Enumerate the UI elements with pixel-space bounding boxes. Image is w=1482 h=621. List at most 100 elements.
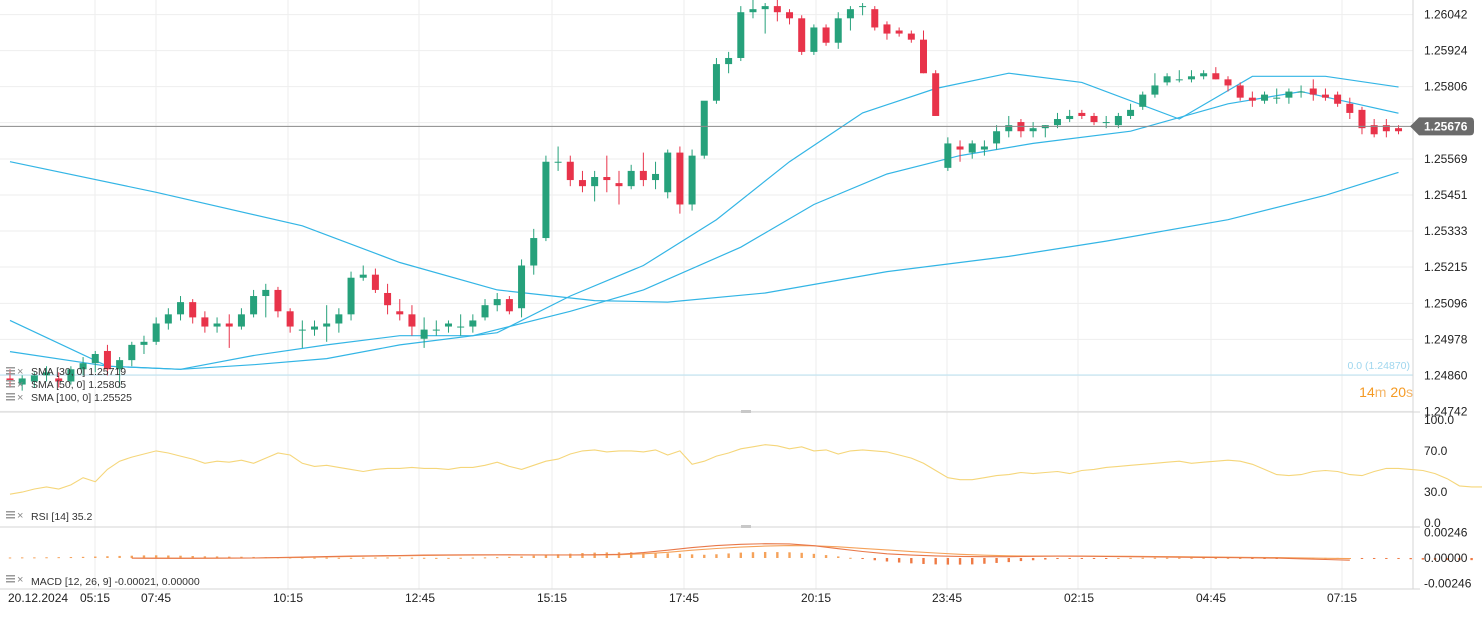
candle[interactable]: [286, 308, 294, 333]
candle[interactable]: [469, 314, 477, 333]
candle[interactable]: [1236, 82, 1244, 101]
candle[interactable]: [55, 372, 63, 388]
candle[interactable]: [798, 15, 806, 55]
candle[interactable]: [1248, 91, 1256, 107]
candle[interactable]: [773, 0, 781, 22]
candle[interactable]: [907, 30, 915, 43]
candle[interactable]: [1139, 91, 1147, 110]
candle[interactable]: [676, 146, 684, 214]
candle[interactable]: [1212, 67, 1220, 80]
candle[interactable]: [103, 344, 111, 376]
candle[interactable]: [1029, 122, 1037, 138]
candle[interactable]: [359, 265, 367, 281]
candle[interactable]: [1127, 103, 1135, 120]
candle[interactable]: [1370, 119, 1378, 138]
candle[interactable]: [6, 369, 14, 388]
drag-handle-icon[interactable]: [6, 380, 15, 388]
candle[interactable]: [944, 137, 952, 171]
candle[interactable]: [67, 366, 75, 385]
candle[interactable]: [1346, 97, 1354, 120]
candle[interactable]: [761, 3, 769, 34]
candle[interactable]: [298, 320, 306, 348]
candle[interactable]: [1297, 85, 1305, 98]
candle[interactable]: [920, 30, 927, 74]
candle[interactable]: [1224, 76, 1232, 92]
candle[interactable]: [18, 375, 26, 391]
candle[interactable]: [810, 24, 818, 55]
candle[interactable]: [1334, 91, 1342, 107]
rsi-legend[interactable]: × RSI [14] 35.2: [6, 510, 92, 523]
candle[interactable]: [335, 308, 343, 333]
candle[interactable]: [152, 317, 160, 345]
drag-handle-icon[interactable]: [6, 393, 15, 401]
candle[interactable]: [932, 70, 940, 116]
legend-row-sma-50[interactable]: × SMA [50, 0] 1.25805: [6, 379, 126, 391]
candle[interactable]: [420, 317, 428, 348]
candle[interactable]: [725, 51, 733, 74]
candle[interactable]: [554, 146, 562, 171]
candle[interactable]: [566, 155, 574, 187]
close-icon[interactable]: ×: [17, 574, 23, 586]
candle[interactable]: [213, 317, 221, 333]
candle[interactable]: [1273, 88, 1281, 104]
candle[interactable]: [883, 21, 891, 40]
candle[interactable]: [518, 259, 526, 318]
candle[interactable]: [664, 149, 672, 199]
candle[interactable]: [1358, 106, 1366, 135]
candle[interactable]: [164, 308, 172, 330]
candle[interactable]: [1090, 112, 1098, 126]
candle[interactable]: [79, 357, 87, 376]
candle[interactable]: [542, 155, 550, 242]
candle[interactable]: [1175, 70, 1183, 83]
candle[interactable]: [347, 271, 355, 321]
candle[interactable]: [30, 372, 38, 388]
candle[interactable]: [262, 283, 270, 318]
candle[interactable]: [43, 366, 51, 382]
candle[interactable]: [700, 100, 708, 159]
rsi-pane[interactable]: [9, 444, 1482, 495]
close-icon[interactable]: ×: [17, 392, 23, 404]
candle[interactable]: [128, 341, 136, 367]
candle[interactable]: [1114, 112, 1122, 129]
price-axis[interactable]: 1.260421.259241.258061.256881.255691.254…: [1424, 8, 1468, 419]
candle[interactable]: [493, 292, 501, 312]
candle[interactable]: [1261, 91, 1269, 104]
candle[interactable]: [384, 283, 392, 315]
candle[interactable]: [688, 149, 696, 211]
sma-legend[interactable]: × SMA [30, 0] 1.25719 × SMA [50, 0] 1.25…: [6, 366, 132, 404]
macd-pane[interactable]: [8, 543, 1473, 565]
close-icon[interactable]: ×: [17, 379, 23, 391]
candle[interactable]: [749, 0, 757, 19]
candlesticks[interactable]: [6, 0, 1403, 391]
candle[interactable]: [1078, 109, 1086, 120]
candle[interactable]: [834, 12, 842, 49]
candle[interactable]: [323, 305, 331, 342]
macd-legend[interactable]: × MACD [12, 26, 9] -0.00021, 0.00000: [6, 574, 200, 588]
candle[interactable]: [1382, 119, 1390, 138]
pane-resize-handle[interactable]: [741, 410, 751, 413]
candle[interactable]: [250, 289, 258, 318]
candle[interactable]: [274, 286, 282, 318]
candle[interactable]: [1017, 119, 1025, 138]
candle[interactable]: [1163, 73, 1171, 86]
candle[interactable]: [225, 314, 233, 348]
candle[interactable]: [1187, 70, 1195, 83]
time-axis[interactable]: 20.12.2024 05:15 07:45 10:15 12:45 15:15 17:45…: [8, 591, 1357, 605]
candle[interactable]: [444, 320, 452, 333]
candle[interactable]: [91, 350, 99, 373]
candle[interactable]: [1285, 88, 1293, 104]
candle[interactable]: [237, 308, 245, 330]
candle[interactable]: [1321, 88, 1329, 101]
candle[interactable]: [1309, 79, 1317, 101]
candle[interactable]: [408, 305, 416, 336]
candle[interactable]: [1053, 112, 1061, 129]
legend-row-sma-30[interactable]: × SMA [30, 0] 1.25719: [6, 366, 126, 378]
candle[interactable]: [956, 140, 964, 162]
candle[interactable]: [432, 320, 440, 336]
candle[interactable]: [591, 170, 599, 202]
candle[interactable]: [980, 140, 988, 156]
candle[interactable]: [968, 140, 976, 159]
candle[interactable]: [1066, 109, 1074, 123]
candle[interactable]: [603, 155, 611, 193]
